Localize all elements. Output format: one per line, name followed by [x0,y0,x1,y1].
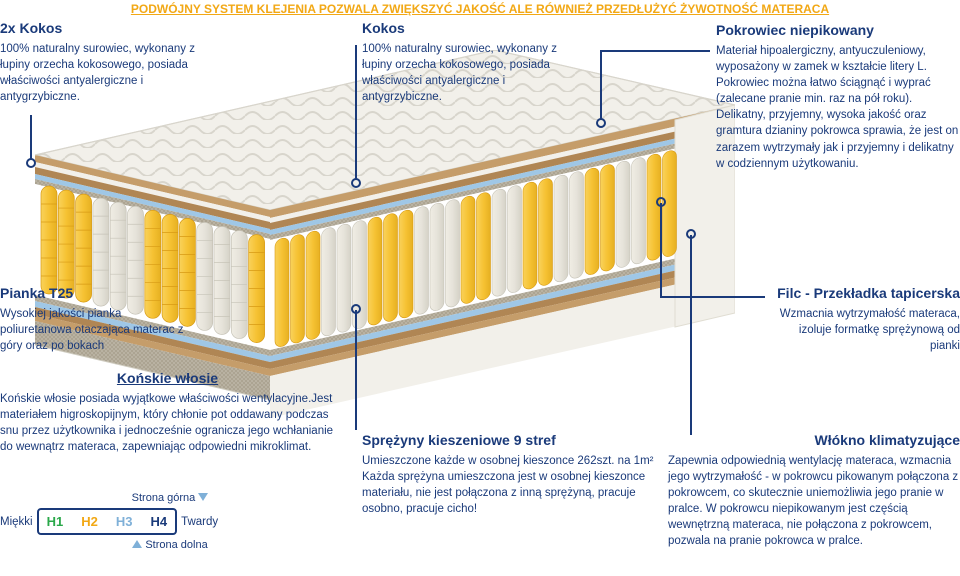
leader [30,115,32,160]
hardness-soft-label: Miękki [0,516,33,528]
section-kokos: Kokos 100% naturalny surowiec, wykonany … [362,20,557,105]
section-wlokno: Włókno klimatyzujące Zapewnia odpowiedni… [668,432,960,550]
arrow-down-icon [198,493,208,501]
title-wlokno: Włókno klimatyzujące [668,432,960,448]
hardness-hard-label: Twardy [181,516,218,528]
leader-dot [26,158,36,168]
text-konskie: Końskie włosie posiada wyjątkowe właściw… [0,391,335,455]
arrow-up-icon [132,540,142,548]
leader [690,235,692,435]
text-pianka: Wysokiej jakości pianka poliuretanowa ot… [0,306,185,354]
text-pokrowiec: Materiał hipoalergiczny, antyuczuleniowy… [716,43,960,172]
leader-dot [596,118,606,128]
hardness-legend: Strona górna Miękki H1 H2 H3 H4 Twardy S… [0,492,340,551]
hardness-box: H1 H2 H3 H4 [37,508,178,535]
section-sprezyny: Sprężyny kieszeniowe 9 stref Umieszczone… [362,432,662,517]
text-filc: Wzmacnia wytrzymałość materaca, izoluje … [770,306,960,354]
leader [660,296,765,298]
section-pianka: Pianka T25 Wysokiej jakości pianka poliu… [0,285,185,354]
leader-dot [656,197,666,207]
leader-dot [351,304,361,314]
section-2x-kokos: 2x Kokos 100% naturalny surowiec, wykona… [0,20,195,105]
leader [660,203,662,298]
hardness-top-label: Strona górna [132,492,196,504]
section-pokrowiec: Pokrowiec niepikowany Materiał hipoalerg… [716,22,960,172]
text-2x-kokos: 100% naturalny surowiec, wykonany z łupi… [0,41,195,105]
text-kokos: 100% naturalny surowiec, wykonany z łupi… [362,41,557,105]
title-filc: Filc - Przekładka tapicerska [770,285,960,301]
title-pianka: Pianka T25 [0,285,185,301]
title-konskie: Końskie włosie [0,370,335,386]
hardness-h4: H4 [150,514,167,529]
leader-dot [351,178,361,188]
title-kokos: Kokos [362,20,557,36]
headline: PODWÓJNY SYSTEM KLEJENIA POZWALA ZWIĘKSZ… [0,2,960,16]
hardness-h2: H2 [81,514,98,529]
title-2x-kokos: 2x Kokos [0,20,195,36]
title-sprezyny: Sprężyny kieszeniowe 9 stref [362,432,662,448]
mattress-illustration [35,50,735,420]
leader [600,50,602,120]
leader [355,45,357,180]
hardness-bottom-label: Strona dolna [145,539,207,551]
title-pokrowiec: Pokrowiec niepikowany [716,22,960,38]
hardness-h3: H3 [116,514,133,529]
section-konskie: Końskie włosie Końskie włosie posiada wy… [0,370,335,455]
section-filc: Filc - Przekładka tapicerska Wzmacnia wy… [770,285,960,354]
leader [600,50,710,52]
leader-dot [686,229,696,239]
leader [355,310,357,430]
text-wlokno: Zapewnia odpowiednią wentylację materaca… [668,453,960,550]
text-sprezyny: Umieszczone każde w osobnej kieszonce 26… [362,453,662,517]
hardness-h1: H1 [47,514,64,529]
